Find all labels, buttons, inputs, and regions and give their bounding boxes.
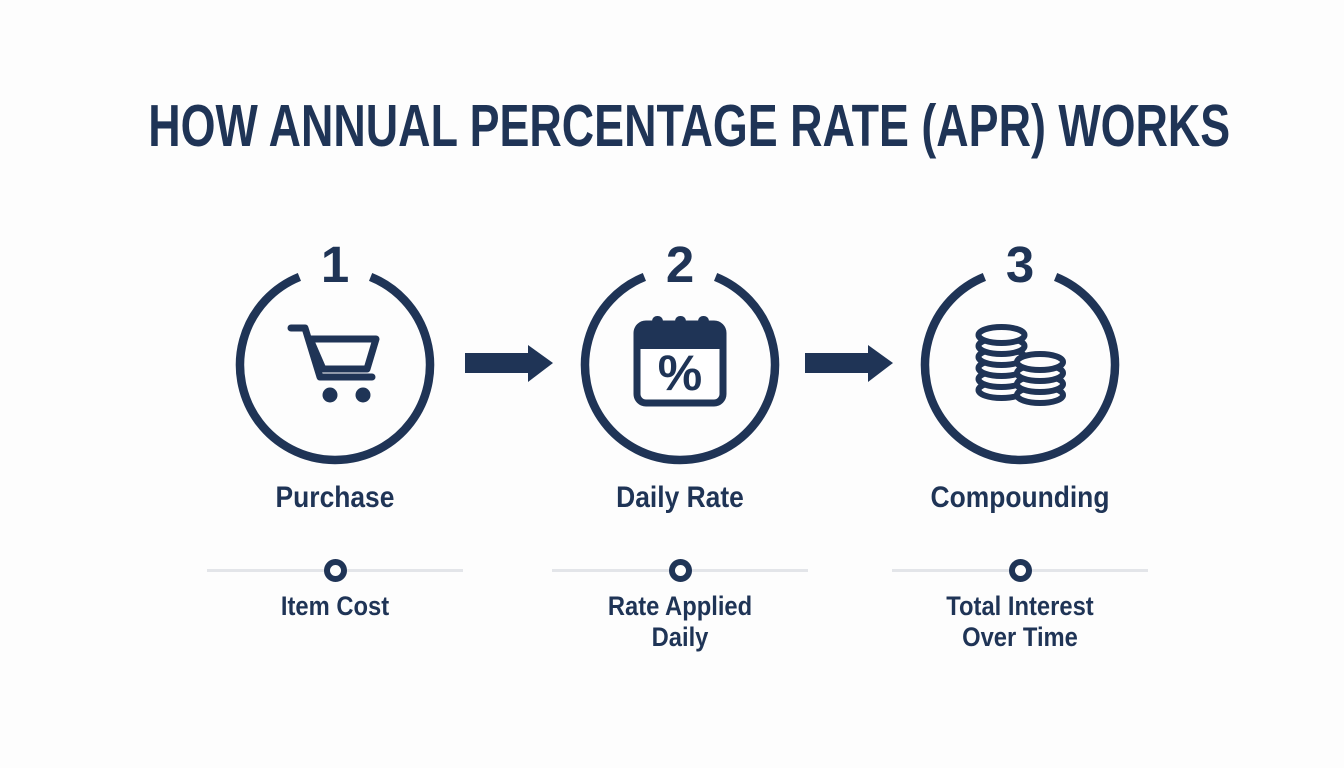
calendar-percent-icon: % [633,316,727,407]
step1-caption-line1: Item Cost [280,591,390,621]
step2-caption-line2: Daily [651,622,709,652]
step2-number: 2 [666,238,694,293]
step2-caption: Rate Applied Daily [530,591,829,653]
shopping-cart-icon [287,324,380,403]
timeline-node-1 [324,559,347,582]
step2-caption-line1: Rate Applied [607,591,753,621]
step2-label: Daily Rate [616,481,744,514]
step3-caption-line2: Over Time [962,622,1078,652]
coin-stacks-icon [975,324,1066,406]
step2-circle-badge: 2 % [580,238,780,465]
step3-circle-ring [920,272,1120,465]
step3-number: 3 [1006,238,1034,293]
step1-circle-badge: 1 [235,238,435,465]
step1-caption: Item Cost [185,591,484,622]
timeline-node-3 [1009,559,1032,582]
step3-label: Compounding [930,481,1110,514]
step1-number: 1 [321,238,349,293]
step3-caption: Total Interest Over Time [870,591,1169,653]
arrow-right-icon [465,345,553,382]
step3-caption-line1: Total Interest [946,591,1094,621]
step3-circle-badge: 3 [920,238,1120,465]
arrow-right-icon [805,345,893,382]
step1-circle-ring [235,272,435,465]
step2-circle-ring [580,272,780,465]
step1-label: Purchase [275,481,395,514]
percent-symbol: % [658,345,702,401]
page-title: HOW ANNUAL PERCENTAGE RATE (APR) WORKS [148,93,1231,159]
timeline-node-2 [669,559,692,582]
